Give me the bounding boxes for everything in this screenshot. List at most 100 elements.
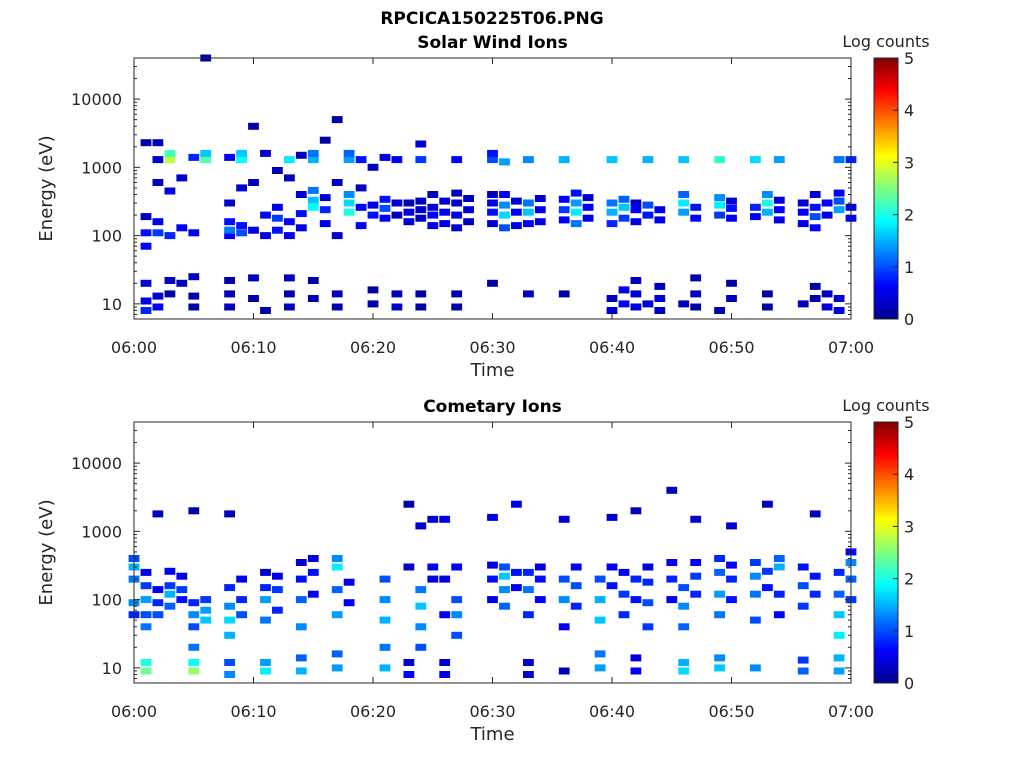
heatmap-cell — [224, 153, 235, 161]
heatmap-cell — [319, 220, 331, 228]
heatmap-cell — [654, 216, 666, 224]
heatmap-cell — [140, 307, 152, 314]
heatmap-cell — [152, 611, 164, 619]
heatmap-cell — [140, 229, 152, 237]
heatmap-cell — [260, 232, 271, 240]
heatmap-cell — [833, 654, 845, 662]
x-tick-label: 07:00 — [828, 702, 874, 721]
heatmap-cell — [319, 206, 331, 214]
heatmap-cell — [487, 191, 498, 198]
heatmap-cell — [224, 232, 235, 240]
heatmap-cell — [307, 277, 319, 284]
heatmap-cell — [642, 563, 654, 571]
heatmap-cell — [319, 136, 331, 144]
heatmap-cell — [379, 575, 391, 583]
colorbar-tick-label: 1 — [904, 622, 914, 641]
heatmap-cell — [295, 596, 307, 604]
heatmap-cell — [188, 292, 200, 300]
heatmap-cell — [463, 206, 474, 214]
heatmap-cell — [534, 195, 546, 202]
heatmap-cell — [307, 156, 319, 164]
heatmap-cell — [642, 300, 654, 308]
heatmap-cell — [833, 197, 845, 205]
x-tick-label: 06:50 — [708, 702, 754, 721]
heatmap-cell — [260, 596, 271, 604]
heatmap-cell — [224, 659, 235, 666]
heatmap-cell — [618, 568, 630, 576]
heatmap-cell — [606, 295, 618, 302]
heatmap-cell — [439, 220, 451, 228]
y-tick-label: 1000 — [81, 522, 122, 541]
heatmap-cell — [678, 300, 690, 308]
heatmap-cell — [523, 199, 534, 207]
heatmap-cell — [797, 300, 809, 308]
colorbar-tick-label: 5 — [904, 413, 914, 432]
heatmap-cell — [690, 214, 702, 222]
heatmap-cell — [415, 643, 427, 651]
heatmap-cell — [654, 307, 666, 314]
heatmap-cell — [248, 295, 259, 302]
heatmap-cell — [379, 664, 391, 672]
y-tick-label: 10000 — [71, 90, 122, 109]
heatmap-cell — [642, 623, 654, 631]
heatmap-cells — [128, 486, 857, 678]
x-axis-label: Time — [469, 724, 514, 745]
heatmap-cell — [272, 586, 283, 594]
heatmap-cell — [762, 500, 773, 508]
colorbar-tick-label: 5 — [904, 49, 914, 68]
heatmap-cell — [331, 563, 343, 571]
heatmap-cell — [188, 611, 200, 619]
colorbar-tick-label: 4 — [904, 465, 914, 484]
heatmap-cell — [307, 590, 319, 598]
heatmap-cell — [236, 156, 247, 164]
heatmap-cell — [511, 222, 522, 230]
heatmap-cell — [439, 659, 451, 666]
heatmap-cell — [379, 214, 391, 222]
heatmap-cell — [642, 578, 654, 586]
heatmap-cell — [260, 307, 271, 314]
heatmap-cell — [678, 623, 690, 631]
heatmap-cell — [260, 616, 271, 624]
heatmap-cell — [678, 602, 690, 610]
heatmap-cell — [630, 290, 642, 298]
heatmap-cell — [188, 507, 200, 515]
heatmap-cell — [140, 659, 152, 666]
heatmap-cell — [558, 290, 570, 298]
heatmap-cell — [714, 156, 725, 164]
heatmap-cell — [809, 282, 821, 290]
heatmap-cell — [606, 156, 618, 164]
heatmap-cell — [558, 515, 570, 523]
heatmap-cell — [726, 596, 737, 604]
heatmap-cell — [762, 303, 773, 311]
heatmap-cell — [630, 206, 642, 214]
heatmap-cell — [331, 611, 343, 619]
heatmap-cell — [295, 151, 307, 159]
heatmap-cell — [833, 631, 845, 639]
heatmap-cell — [176, 174, 188, 182]
heatmap-cell — [140, 279, 152, 287]
heatmap-cell — [331, 290, 343, 298]
heatmap-cell — [236, 149, 247, 157]
panel-cometary-ions: Cometary Ions 06:00 06:10 06:20 06:30 06:40 06… — [36, 396, 930, 745]
heatmap-cell — [750, 203, 761, 211]
heatmap-cell — [511, 500, 522, 508]
heatmap-cell — [355, 156, 367, 164]
heatmap-cell — [140, 582, 152, 590]
plot-frame — [133, 421, 852, 684]
heatmap-cell — [523, 290, 534, 298]
heatmap-cell — [427, 222, 439, 230]
heatmap-cell — [714, 590, 725, 598]
heatmap-cell — [630, 199, 642, 207]
heatmap-cell — [451, 290, 463, 298]
heatmap-cell — [714, 611, 725, 619]
heatmap-cell — [331, 586, 343, 594]
heatmap-cell — [260, 667, 271, 675]
heatmap-cell — [666, 486, 678, 494]
heatmap-cell — [295, 575, 307, 583]
heatmap-cell — [284, 274, 295, 282]
heatmap-cell — [439, 611, 451, 619]
heatmap-cell — [773, 156, 785, 164]
x-tick-label: 06:00 — [111, 702, 157, 721]
heatmap-cell — [511, 584, 522, 592]
heatmap-cell — [391, 303, 403, 311]
